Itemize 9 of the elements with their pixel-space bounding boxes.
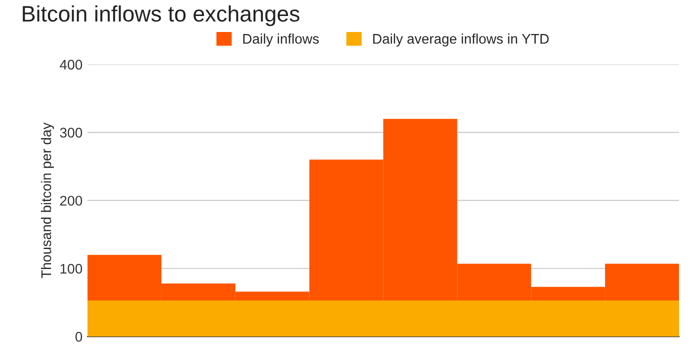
chart-title: Bitcoin inflows to exchanges [22, 5, 300, 26]
y-tick-label: 400 [60, 60, 82, 70]
legend-label: Daily inflows [243, 34, 319, 46]
y-tick-label: 300 [60, 128, 82, 138]
legend-label: Daily average inflows in YTD [373, 34, 549, 46]
y-tick-label: 100 [60, 264, 82, 274]
y-tick-label: 200 [60, 196, 82, 206]
y-axis-title: Thousand bitcoin per day [40, 122, 54, 278]
y-tick-label: 0 [75, 332, 82, 342]
